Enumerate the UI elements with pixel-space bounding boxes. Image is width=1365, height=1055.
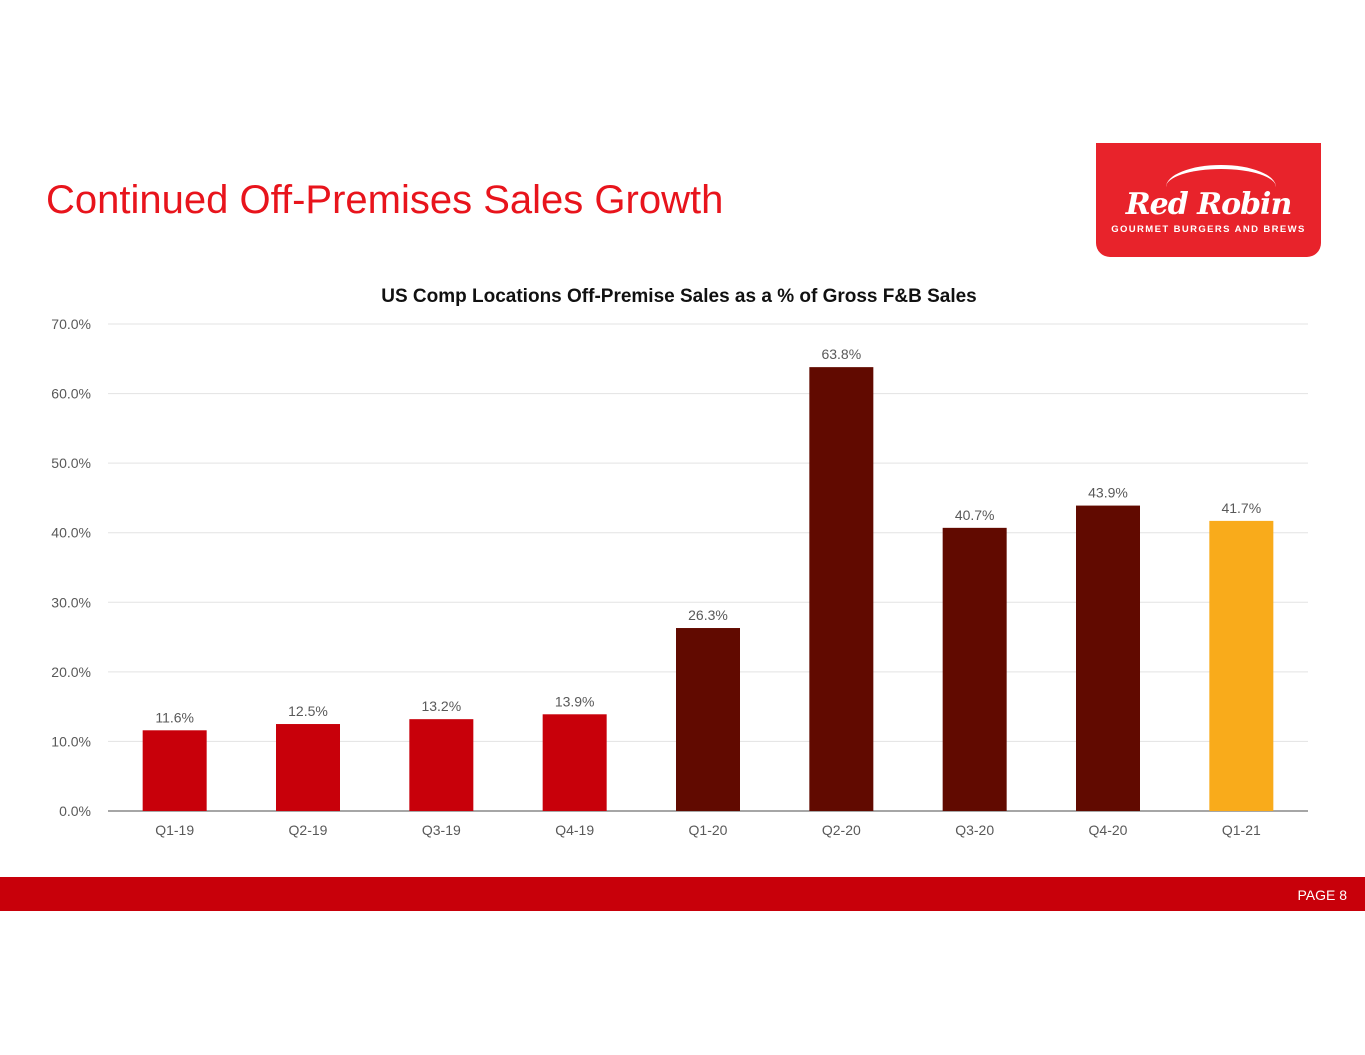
y-tick-label: 20.0% (51, 664, 91, 680)
bar-q3-19 (409, 719, 474, 811)
bar-q1-19 (142, 730, 207, 811)
bar-q4-20 (1076, 505, 1140, 811)
x-tick-label: Q2-19 (289, 822, 328, 838)
data-label: 43.9% (1088, 485, 1128, 501)
bar-chart: US Comp Locations Off-Premise Sales as a… (51, 286, 1308, 838)
slide-title: Continued Off-Premises Sales Growth (46, 178, 724, 222)
bar-q1-20 (676, 628, 740, 811)
y-tick-label: 10.0% (51, 733, 91, 749)
x-tick-label: Q1-21 (1222, 822, 1261, 838)
data-label: 40.7% (955, 507, 995, 523)
y-tick-label: 30.0% (51, 594, 91, 610)
data-label: 41.7% (1221, 500, 1261, 516)
red-robin-logo: Red Robin GOURMET BURGERS AND BREWS (1096, 143, 1321, 257)
footer-bar: PAGE 8 (0, 877, 1365, 911)
page-number: PAGE 8 (1297, 887, 1347, 903)
logo-arc-icon (1166, 165, 1276, 209)
bar-q4-19 (542, 714, 607, 811)
y-tick-label: 70.0% (51, 316, 91, 332)
x-tick-label: Q3-20 (955, 822, 994, 838)
bar-q2-19 (276, 724, 340, 811)
data-label: 13.2% (421, 698, 461, 714)
logo-tagline: GOURMET BURGERS AND BREWS (1111, 224, 1306, 235)
y-tick-label: 60.0% (51, 386, 91, 402)
data-label: 63.8% (821, 346, 861, 362)
bar-q3-20 (942, 527, 1007, 811)
x-tick-label: Q1-20 (689, 822, 728, 838)
data-label: 11.6% (155, 709, 194, 725)
chart-title: US Comp Locations Off-Premise Sales as a… (381, 286, 977, 307)
data-label: 26.3% (688, 607, 728, 623)
x-tick-label: Q2-20 (822, 822, 861, 838)
x-tick-label: Q4-20 (1089, 822, 1128, 838)
bar-q1-21 (1209, 520, 1274, 811)
data-label: 13.9% (555, 693, 595, 709)
data-label: 12.5% (288, 703, 328, 719)
y-tick-label: 0.0% (59, 803, 91, 819)
bar-q2-20 (809, 367, 874, 811)
y-tick-label: 50.0% (51, 455, 91, 471)
x-tick-label: Q4-19 (555, 822, 594, 838)
x-tick-label: Q3-19 (422, 822, 461, 838)
y-tick-label: 40.0% (51, 525, 91, 541)
x-tick-label: Q1-19 (155, 822, 194, 838)
